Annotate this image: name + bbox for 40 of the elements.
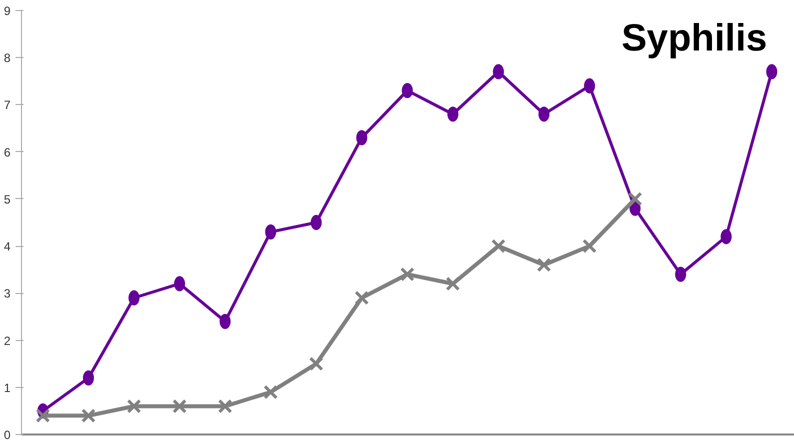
point xyxy=(447,106,458,122)
point xyxy=(628,192,642,206)
y-tick-label: 1 xyxy=(4,380,11,395)
point xyxy=(584,78,596,94)
point xyxy=(402,83,413,98)
point xyxy=(310,214,322,230)
point xyxy=(766,64,778,80)
y-tick-label: 6 xyxy=(4,145,11,160)
point xyxy=(720,229,732,244)
point xyxy=(36,408,50,423)
point xyxy=(172,399,187,414)
y-tick-label: 4 xyxy=(4,240,11,254)
y-tick-label: 9 xyxy=(4,4,11,18)
point xyxy=(536,258,552,272)
point xyxy=(491,238,506,254)
point xyxy=(81,408,96,423)
y-tick-label: 7 xyxy=(4,98,11,112)
point xyxy=(356,130,368,146)
y-tick-label: 0 xyxy=(4,428,11,440)
point xyxy=(128,290,140,306)
point xyxy=(309,356,324,371)
y-tick-label: 2 xyxy=(4,334,11,348)
point xyxy=(538,106,550,122)
point xyxy=(400,267,414,282)
y-tick-label: 3 xyxy=(4,286,11,301)
point xyxy=(264,384,278,400)
point xyxy=(582,238,597,254)
point xyxy=(126,399,142,414)
point xyxy=(218,399,232,414)
point xyxy=(354,290,369,306)
point xyxy=(675,266,686,282)
point xyxy=(174,276,186,292)
chart-title: Syphilis xyxy=(621,18,768,60)
point xyxy=(492,64,504,80)
point xyxy=(220,314,231,329)
y-tick-label: 8 xyxy=(4,51,11,66)
point xyxy=(446,276,460,291)
y-tick-label: 5 xyxy=(4,192,11,206)
point xyxy=(82,370,94,386)
point xyxy=(265,224,276,240)
